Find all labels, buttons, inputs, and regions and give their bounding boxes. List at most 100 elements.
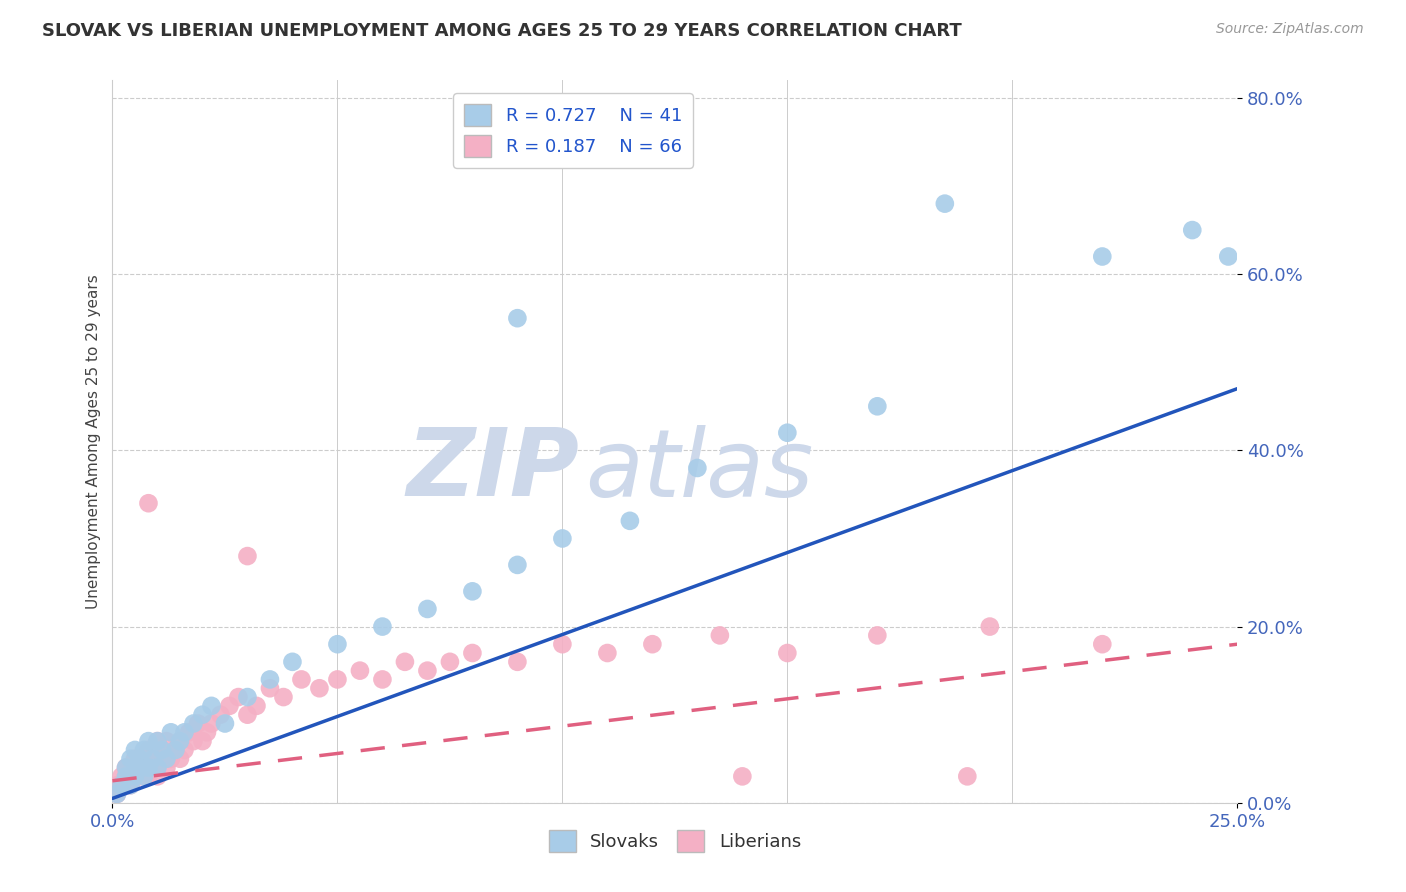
Point [326,673,349,687]
Point [105,787,128,801]
Point [128,760,150,774]
Point [209,707,232,722]
Text: SLOVAK VS LIBERIAN UNEMPLOYMENT AMONG AGES 25 TO 29 YEARS CORRELATION CHART: SLOVAK VS LIBERIAN UNEMPLOYMENT AMONG AG… [42,22,962,40]
Point [132,743,155,757]
Point [506,558,529,572]
Point [173,743,195,757]
Point [290,673,312,687]
Point [228,690,250,704]
Point [138,743,160,757]
Point [1218,250,1240,264]
Point [259,681,281,696]
Point [371,619,394,633]
Point [124,760,146,774]
Point [866,628,889,642]
Point [281,655,304,669]
Point [218,698,240,713]
Point [236,707,259,722]
Point [187,716,209,731]
Text: Source: ZipAtlas.com: Source: ZipAtlas.com [1216,22,1364,37]
Point [461,646,484,660]
Point [191,734,214,748]
Point [128,752,150,766]
Point [120,778,142,792]
Point [146,769,169,783]
Point [155,734,177,748]
Point [124,769,146,783]
Point [177,725,200,739]
Point [128,760,150,774]
Point [1091,637,1114,651]
Point [165,743,187,757]
Point [979,619,1001,633]
Point [150,752,173,766]
Point [439,655,461,669]
Point [146,760,169,774]
Point [105,787,128,801]
Point [169,734,191,748]
Point [349,664,371,678]
Point [115,778,138,792]
Point [371,673,394,687]
Point [138,734,160,748]
Point [956,769,979,783]
Point [138,769,160,783]
Point [195,725,218,739]
Point [150,743,173,757]
Point [120,752,142,766]
Point [115,769,138,783]
Point [934,196,956,211]
Point [191,707,214,722]
Point [165,743,187,757]
Point [686,461,709,475]
Point [128,752,150,766]
Point [394,655,416,669]
Point [641,637,664,651]
Point [115,769,138,783]
Point [709,628,731,642]
Point [506,655,529,669]
Point [132,752,155,766]
Point [142,760,165,774]
Point [110,778,132,792]
Point [169,752,191,766]
Point [138,752,160,766]
Legend: Slovaks, Liberians: Slovaks, Liberians [541,822,808,859]
Point [236,690,259,704]
Point [142,752,165,766]
Point [1181,223,1204,237]
Point [110,769,132,783]
Point [146,734,169,748]
Text: ZIP: ZIP [406,425,579,516]
Point [120,769,142,783]
Point [326,637,349,651]
Point [259,673,281,687]
Point [416,602,439,616]
Point [120,778,142,792]
Point [155,752,177,766]
Point [169,734,191,748]
Point [142,743,165,757]
Point [308,681,330,696]
Y-axis label: Unemployment Among Ages 25 to 29 years: Unemployment Among Ages 25 to 29 years [86,274,101,609]
Point [619,514,641,528]
Point [416,664,439,678]
Point [138,496,160,510]
Point [245,698,267,713]
Point [596,646,619,660]
Point [146,752,169,766]
Point [124,743,146,757]
Point [110,778,132,792]
Point [132,760,155,774]
Point [120,760,142,774]
Point [146,734,169,748]
Point [506,311,529,326]
Point [731,769,754,783]
Point [183,716,205,731]
Point [776,646,799,660]
Point [115,760,138,774]
Point [551,637,574,651]
Point [236,549,259,563]
Point [214,716,236,731]
Point [150,743,173,757]
